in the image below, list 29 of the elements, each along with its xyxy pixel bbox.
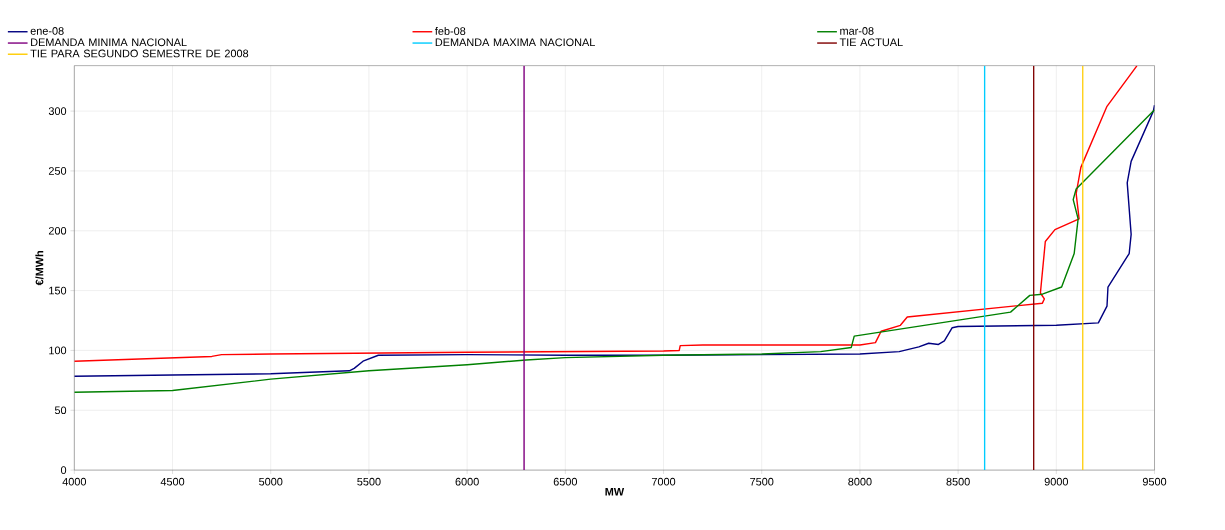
x-tick-label: 6000 xyxy=(455,477,479,486)
y-tick-label: 100 xyxy=(49,346,67,355)
x-tick-label: 6500 xyxy=(553,477,578,486)
y-tick-label: 250 xyxy=(48,167,67,175)
x-tick-label: 4500 xyxy=(160,477,185,486)
x-tick-label: 5500 xyxy=(357,477,381,486)
legend-label: DEMANDA MAXIMA NACIONAL xyxy=(435,38,595,47)
x-tick-label: 9500 xyxy=(1142,477,1167,486)
y-tick-label: 150 xyxy=(49,286,67,295)
x-tick-label: 7500 xyxy=(750,477,774,486)
legend-label: TIE ACTUAL xyxy=(839,38,903,47)
x-axis-title: MW xyxy=(605,487,625,496)
legend-label: mar-08 xyxy=(840,27,874,35)
legend-label: DEMANDA MINIMA NACIONAL xyxy=(31,38,187,47)
y-tick-label: 300 xyxy=(48,107,67,115)
x-tick-label: 8500 xyxy=(946,477,970,486)
y-axis-title: €/MWh xyxy=(35,251,44,286)
legend-label: ene-08 xyxy=(30,27,64,35)
y-tick-label: 0 xyxy=(60,466,67,474)
y-tick-label: 200 xyxy=(48,226,67,235)
x-tick-label: 5000 xyxy=(259,477,283,486)
x-tick-label: 7000 xyxy=(651,477,676,486)
legend-label: TIE PARA SEGUNDO SEMESTRE DE 2008 xyxy=(30,49,249,58)
x-tick-label: 9000 xyxy=(1044,477,1068,486)
x-tick-label: 8000 xyxy=(848,477,872,486)
x-tick-label: 4000 xyxy=(62,477,87,486)
line-series xyxy=(74,65,1138,362)
y-tick-label: 50 xyxy=(54,406,67,415)
legend-label: feb-08 xyxy=(435,26,466,35)
